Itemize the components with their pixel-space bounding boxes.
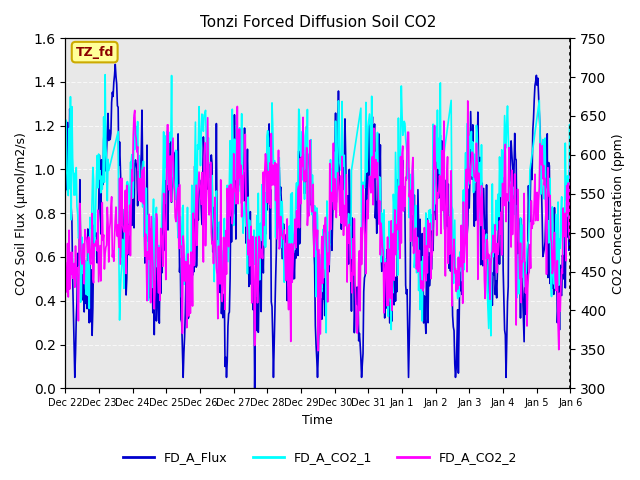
Y-axis label: CO2 Soil Flux (μmol/m2/s): CO2 Soil Flux (μmol/m2/s) xyxy=(15,132,28,295)
FD_A_CO2_2 xyxy=(61,260,69,265)
FD_A_Flux xyxy=(111,61,119,67)
FD_A_CO2_2 xyxy=(221,307,229,312)
FD_A_CO2_1 xyxy=(222,231,230,237)
FD_A_Flux xyxy=(61,173,69,179)
FD_A_CO2_1 xyxy=(61,170,69,176)
FD_A_CO2_1 xyxy=(186,300,193,305)
Text: TZ_fd: TZ_fd xyxy=(76,46,114,59)
FD_A_CO2_1 xyxy=(487,333,495,338)
FD_A_CO2_1 xyxy=(518,275,526,280)
FD_A_CO2_2 xyxy=(518,258,526,264)
FD_A_CO2_1 xyxy=(455,294,463,300)
Line: FD_A_CO2_1: FD_A_CO2_1 xyxy=(65,75,570,336)
FD_A_Flux xyxy=(251,385,259,391)
FD_A_CO2_2 xyxy=(314,348,322,353)
Legend: FD_A_Flux, FD_A_CO2_1, FD_A_CO2_2: FD_A_Flux, FD_A_CO2_1, FD_A_CO2_2 xyxy=(118,446,522,469)
FD_A_CO2_1 xyxy=(101,72,109,78)
FD_A_Flux xyxy=(205,162,212,168)
FD_A_Flux xyxy=(456,265,463,271)
Line: FD_A_Flux: FD_A_Flux xyxy=(65,64,570,388)
FD_A_CO2_2 xyxy=(204,115,212,120)
FD_A_CO2_2 xyxy=(464,98,472,104)
FD_A_Flux xyxy=(222,354,230,360)
FD_A_CO2_1 xyxy=(566,175,574,180)
Title: Tonzi Forced Diffusion Soil CO2: Tonzi Forced Diffusion Soil CO2 xyxy=(200,15,436,30)
FD_A_CO2_2 xyxy=(566,157,574,163)
Line: FD_A_CO2_2: FD_A_CO2_2 xyxy=(65,101,570,350)
X-axis label: Time: Time xyxy=(303,414,333,427)
FD_A_CO2_2 xyxy=(185,313,193,319)
FD_A_CO2_2 xyxy=(394,227,401,232)
FD_A_Flux xyxy=(395,231,403,237)
FD_A_CO2_2 xyxy=(455,282,463,288)
FD_A_Flux xyxy=(518,277,526,283)
FD_A_Flux xyxy=(186,289,193,295)
Y-axis label: CO2 Concentration (ppm): CO2 Concentration (ppm) xyxy=(612,133,625,294)
FD_A_CO2_1 xyxy=(394,273,401,278)
FD_A_Flux xyxy=(566,196,574,202)
FD_A_CO2_1 xyxy=(205,135,212,141)
